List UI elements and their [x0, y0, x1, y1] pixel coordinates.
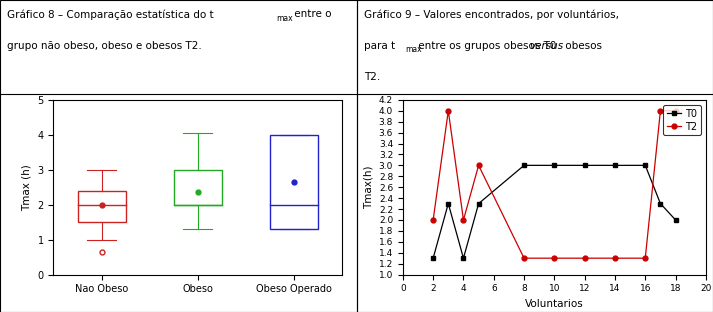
- T2: [444, 109, 453, 113]
- Bar: [174, 170, 222, 205]
- T0: [641, 163, 650, 167]
- X-axis label: Voluntarios: Voluntarios: [525, 299, 584, 309]
- T2: [429, 218, 437, 222]
- T2: [672, 109, 680, 113]
- Y-axis label: Tmax(h): Tmax(h): [363, 165, 373, 209]
- Y-axis label: Tmax (h): Tmax (h): [22, 164, 32, 211]
- Line: T0: T0: [431, 163, 678, 261]
- Text: Gráfico 9 – Valores encontrados, por voluntários,: Gráfico 9 – Valores encontrados, por vol…: [364, 9, 619, 20]
- Text: max: max: [405, 45, 421, 54]
- T2: [656, 109, 665, 113]
- Text: versus: versus: [529, 41, 563, 51]
- Legend: T0, T2: T0, T2: [662, 105, 701, 135]
- Line: T2: T2: [431, 108, 678, 261]
- Text: entre o: entre o: [291, 9, 332, 19]
- Text: max: max: [277, 14, 293, 23]
- T2: [550, 256, 559, 260]
- Bar: [270, 135, 318, 229]
- Bar: [78, 191, 125, 222]
- T0: [429, 256, 437, 260]
- T0: [459, 256, 468, 260]
- T0: [610, 163, 619, 167]
- T2: [459, 218, 468, 222]
- Text: obesos: obesos: [562, 41, 602, 51]
- T0: [672, 218, 680, 222]
- T0: [474, 202, 483, 206]
- T0: [550, 163, 559, 167]
- T2: [474, 163, 483, 167]
- T0: [656, 202, 665, 206]
- T2: [520, 256, 528, 260]
- T0: [580, 163, 589, 167]
- T0: [444, 202, 453, 206]
- T2: [641, 256, 650, 260]
- T0: [520, 163, 528, 167]
- Text: T2.: T2.: [364, 72, 380, 82]
- T2: [580, 256, 589, 260]
- Text: entre os grupos obesos T0: entre os grupos obesos T0: [415, 41, 560, 51]
- T2: [610, 256, 619, 260]
- Text: Gráfico 8 – Comparação estatística do t: Gráfico 8 – Comparação estatística do t: [7, 9, 214, 20]
- Text: grupo não obeso, obeso e obesos T2.: grupo não obeso, obeso e obesos T2.: [7, 41, 202, 51]
- Text: para t: para t: [364, 41, 395, 51]
